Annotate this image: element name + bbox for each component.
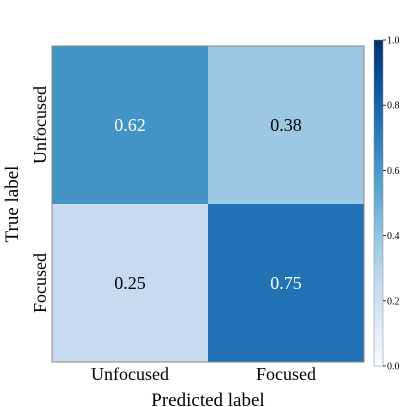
y-tick-labels: Unfocused Focused [30,86,50,313]
heatmap-cell [52,204,208,362]
colorbar-tick-label: 0.4 [387,231,400,242]
y-tick-label: Unfocused [30,86,50,164]
colorbar-tick-label: 0.8 [387,101,400,112]
heatmap-cell [52,46,208,204]
heatmap-cell-value: 0.75 [270,273,302,293]
colorbar-tick-label: 1.0 [387,36,400,47]
colorbar-tick-label: 0.0 [387,362,400,373]
heatmap-cell-value: 0.62 [114,115,146,135]
x-tick-label: Unfocused [91,364,169,384]
colorbar [373,39,384,367]
heatmap-cell [208,46,364,204]
x-axis-label: Predicted label [151,390,264,407]
colorbar-tick-label: 0.6 [387,166,400,177]
y-axis-label: True label [2,166,23,243]
plot-frame [51,45,365,363]
x-tick-labels: Unfocused Focused [91,364,316,384]
colorbar-ticks: 0.0 0.2 0.4 0.6 0.8 1.0 [383,36,400,373]
colorbar-tick-label: 0.2 [387,296,400,307]
heatmap-cell-value: 0.38 [270,115,302,135]
y-tick-label: Focused [30,253,50,313]
x-tick-label: Focused [256,364,316,384]
heatmap-cells [52,46,364,362]
heatmap-cell [208,204,364,362]
heatmap-cell-value: 0.25 [114,273,146,293]
heatmap-cell-values: 0.62 0.38 0.25 0.75 [114,115,302,293]
